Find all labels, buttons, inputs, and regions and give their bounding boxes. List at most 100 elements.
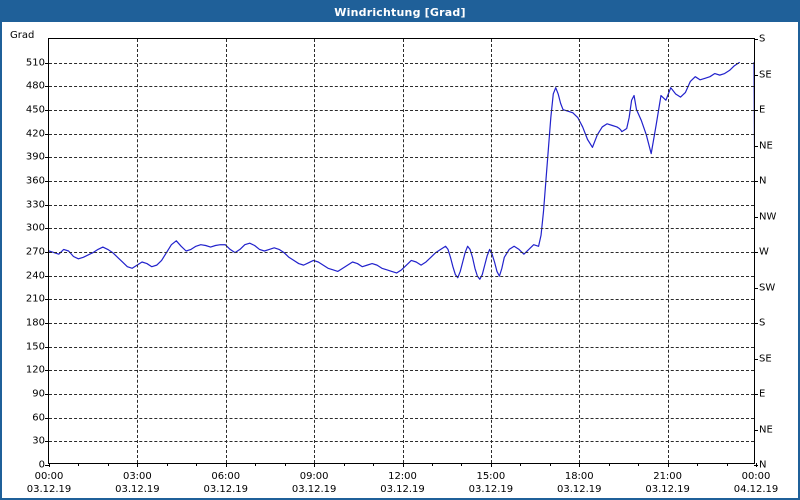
horizontal-gridline bbox=[49, 86, 754, 88]
horizontal-gridline bbox=[49, 275, 754, 277]
y-axis-tick-mark-left bbox=[45, 181, 49, 182]
x-axis-minor-tick-mark bbox=[461, 463, 463, 466]
y-axis-tick-mark-left bbox=[45, 252, 49, 253]
horizontal-gridline bbox=[49, 62, 754, 64]
y-axis-tick-mark-left bbox=[45, 370, 49, 372]
y-axis-tick-mark-left bbox=[45, 441, 49, 443]
y-axis-tick-label-left: 240 bbox=[25, 270, 45, 282]
x-axis-tick-mark bbox=[225, 463, 227, 467]
y-axis-tick-mark-right bbox=[754, 145, 758, 147]
x-axis-tick-time: 12:00 bbox=[388, 471, 417, 482]
x-axis-minor-tick-mark bbox=[726, 463, 728, 466]
x-axis-tick-date: 03.12.19 bbox=[645, 484, 690, 495]
y-axis-tick-mark-left bbox=[45, 228, 49, 230]
y-axis-tick-mark-right bbox=[754, 74, 758, 76]
y-axis-tick-label-left: 300 bbox=[25, 222, 45, 234]
x-axis-tick-date: 03.12.19 bbox=[26, 484, 72, 495]
x-axis-tick-date: 03.12.19 bbox=[380, 484, 425, 495]
x-axis-tick-label: 21:00 03.12.19 bbox=[645, 470, 690, 496]
horizontal-gridline bbox=[49, 299, 754, 301]
vertical-gridline bbox=[402, 39, 404, 463]
x-axis-tick-date: 03.12.19 bbox=[556, 484, 602, 495]
horizontal-gridline bbox=[49, 228, 754, 230]
plot-area: 0 30 60 90 120 150 180 210 240 270 300 330 360 390 420… bbox=[26, 34, 778, 496]
horizontal-gridline bbox=[49, 204, 754, 206]
y-axis-tick-label-left: 210 bbox=[25, 293, 45, 305]
x-axis-tick-date: 03.12.19 bbox=[115, 484, 160, 495]
y-axis-tick-label-left: 360 bbox=[25, 175, 45, 187]
x-axis-tick-time: 00:00 bbox=[741, 471, 771, 482]
x-axis-minor-tick-mark bbox=[196, 463, 198, 466]
x-axis-minor-tick-mark bbox=[78, 463, 80, 466]
y-axis-tick-mark-right bbox=[754, 323, 758, 324]
x-axis-minor-tick-mark bbox=[520, 463, 522, 466]
x-axis-tick-label: 09:00 03.12.19 bbox=[292, 470, 337, 496]
x-axis-minor-tick-mark bbox=[608, 463, 610, 466]
y-axis-tick-mark-left bbox=[45, 275, 49, 277]
vertical-gridline bbox=[490, 39, 492, 463]
x-axis-tick-label: 00:00 04.12.19 bbox=[734, 470, 779, 496]
y-axis-tick-label-right: NE bbox=[759, 424, 773, 435]
y-axis-tick-mark-left bbox=[45, 110, 49, 111]
y-axis-tick-mark-left bbox=[45, 62, 49, 64]
x-axis-tick-time: 06:00 bbox=[211, 471, 241, 482]
x-axis-tick-mark bbox=[137, 463, 139, 467]
y-axis-tick-mark-right bbox=[754, 252, 758, 253]
y-axis-tick-mark-left bbox=[45, 86, 49, 88]
y-axis-tick-mark-right bbox=[754, 110, 758, 111]
x-axis-minor-tick-mark bbox=[255, 463, 257, 466]
chart-canvas: Grad 0 30 60 90 120 150 180 210 240 270 300 330 360 3… bbox=[2, 22, 798, 498]
y-axis-tick-label-right: N bbox=[759, 459, 767, 471]
horizontal-gridline bbox=[49, 157, 754, 159]
y-axis-tick-label-left: 0 bbox=[38, 459, 45, 471]
vertical-gridline bbox=[314, 39, 316, 463]
x-axis-tick-label: 03:00 03.12.19 bbox=[115, 470, 160, 496]
y-axis-title: Grad bbox=[10, 30, 35, 41]
window-title: Windrichtung [Grad] bbox=[334, 5, 466, 19]
x-axis-tick-label: 06:00 03.12.19 bbox=[203, 470, 248, 496]
x-axis-tick-mark bbox=[579, 463, 581, 467]
x-axis-minor-tick-mark bbox=[697, 463, 699, 466]
y-axis-tick-label-right: NW bbox=[759, 211, 777, 222]
y-axis-tick-label-right: N bbox=[759, 175, 767, 187]
y-axis-tick-mark-left bbox=[45, 133, 49, 135]
y-axis-tick-mark-right bbox=[754, 287, 758, 289]
horizontal-gridline bbox=[49, 346, 754, 348]
y-axis-tick-mark-right bbox=[754, 181, 758, 182]
y-axis-tick-mark-left bbox=[45, 346, 49, 348]
x-axis-tick-mark bbox=[402, 463, 404, 467]
y-axis-tick-label-right: SE bbox=[759, 353, 772, 364]
x-axis-tick-mark bbox=[756, 463, 757, 467]
vertical-gridline bbox=[667, 39, 669, 463]
horizontal-gridline bbox=[49, 417, 754, 419]
x-axis-minor-tick-mark bbox=[638, 463, 640, 466]
y-axis-tick-label-left: 90 bbox=[32, 388, 45, 400]
y-axis-tick-label-right: SE bbox=[759, 69, 772, 80]
x-axis-tick-label: 18:00 03.12.19 bbox=[557, 470, 602, 496]
y-axis-tick-mark-left bbox=[45, 323, 49, 324]
plot-inner bbox=[49, 39, 754, 463]
y-axis-tick-label-left: 330 bbox=[25, 199, 45, 211]
y-axis-tick-label-left: 450 bbox=[25, 104, 45, 116]
y-axis-tick-label-right: SW bbox=[759, 282, 776, 293]
x-axis-minor-tick-mark bbox=[166, 463, 168, 466]
x-axis-tick-label: 00:00 03.12.19 bbox=[27, 470, 72, 496]
horizontal-gridline bbox=[49, 441, 754, 443]
x-axis-tick-time: 21:00 bbox=[653, 471, 683, 482]
x-axis-minor-tick-mark bbox=[431, 463, 433, 466]
x-axis-tick-mark bbox=[490, 463, 492, 467]
x-axis-tick-time: 15:00 bbox=[476, 471, 506, 482]
x-axis-tick-time: 09:00 bbox=[299, 471, 329, 482]
y-axis-tick-mark-left bbox=[45, 157, 49, 159]
y-axis-tick-label-left: 120 bbox=[25, 364, 45, 376]
y-axis-tick-mark-right bbox=[754, 39, 758, 40]
x-axis-tick-date: 03.12.19 bbox=[203, 484, 249, 495]
y-axis-tick-label-right: E bbox=[759, 104, 766, 116]
x-axis-tick-label: 15:00 03.12.19 bbox=[469, 470, 514, 496]
y-axis-tick-label-left: 60 bbox=[32, 412, 45, 424]
x-axis-tick-time: 00:00 bbox=[34, 471, 64, 482]
y-axis-tick-label-left: 480 bbox=[25, 80, 45, 92]
data-series-layer bbox=[49, 39, 754, 463]
x-axis-minor-tick-mark bbox=[343, 463, 345, 466]
